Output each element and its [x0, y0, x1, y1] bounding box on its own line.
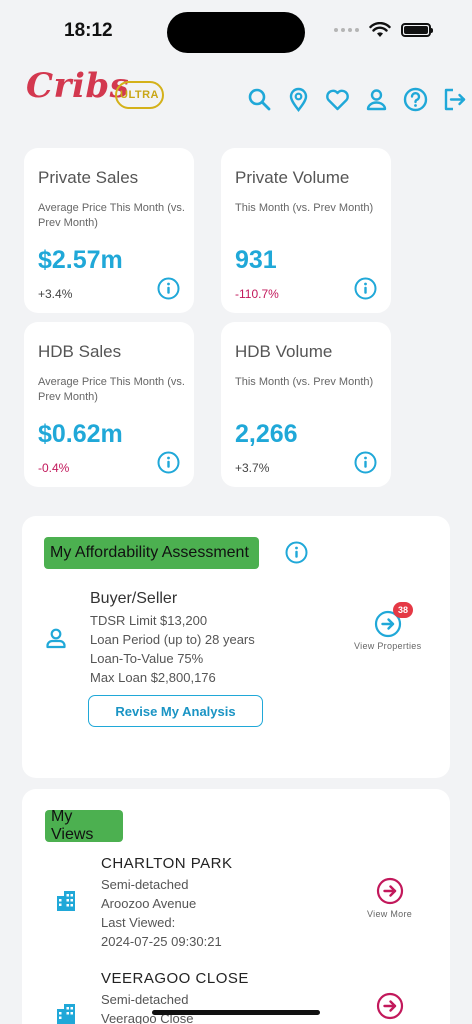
stat-subtitle: Average Price This Month (vs. Prev Month…: [38, 202, 185, 229]
dynamic-island: [167, 12, 305, 53]
stat-card-private-volume: Private Volume This Month (vs. Prev Mont…: [221, 148, 391, 313]
stat-value: 931: [235, 246, 277, 274]
stat-change: -0.4%: [38, 461, 70, 475]
stat-card-hdb-sales: HDB Sales Average Price This Month (vs. …: [24, 322, 194, 487]
stat-title: HDB Sales: [38, 342, 122, 361]
view-item-street: Aroozoo Avenue: [101, 896, 197, 911]
view-item-last-viewed-label: Last Viewed:: [101, 915, 176, 930]
location-pin-icon[interactable]: [285, 86, 312, 113]
stat-subtitle: This Month (vs. Prev Month): [235, 376, 374, 388]
user-icon[interactable]: [363, 86, 390, 113]
signal-icon: [334, 28, 359, 32]
revise-analysis-button[interactable]: Revise My Analysis: [88, 695, 263, 727]
search-icon[interactable]: [246, 86, 273, 113]
person-icon: [44, 626, 68, 650]
max-loan: Max Loan $2,800,176: [90, 670, 216, 685]
properties-count-badge: 38: [393, 602, 413, 618]
view-properties-arrow-icon[interactable]: [374, 610, 402, 638]
view-item-name[interactable]: CHARLTON PARK: [101, 855, 233, 872]
info-icon[interactable]: [354, 277, 377, 300]
info-icon[interactable]: [354, 451, 377, 474]
view-properties-label[interactable]: View Properties: [354, 641, 422, 651]
building-icon: [53, 1000, 79, 1024]
stat-subtitle: Average Price This Month (vs. Prev Month…: [38, 376, 185, 403]
heart-icon[interactable]: [324, 86, 351, 113]
stat-card-private-sales: Private Sales Average Price This Month (…: [24, 148, 194, 313]
loan-to-value: Loan-To-Value 75%: [90, 651, 204, 666]
app-logo[interactable]: Cribs: [26, 66, 130, 106]
view-item-last-viewed: 2024-07-25 09:30:21: [101, 934, 222, 949]
status-time: 18:12: [64, 20, 113, 41]
stat-title: Private Volume: [235, 168, 350, 187]
view-item-name[interactable]: VEERAGOO CLOSE: [101, 970, 249, 987]
stat-value: $0.62m: [38, 420, 123, 448]
stat-subtitle: This Month (vs. Prev Month): [235, 202, 374, 214]
info-icon[interactable]: [157, 277, 180, 300]
info-icon[interactable]: [157, 451, 180, 474]
battery-icon: [401, 23, 433, 37]
home-indicator[interactable]: [152, 1010, 320, 1015]
stat-change: +3.4%: [38, 287, 73, 301]
view-more-arrow-icon[interactable]: [376, 992, 404, 1020]
logout-icon[interactable]: [441, 86, 468, 113]
stat-title: Private Sales: [38, 168, 139, 187]
stat-value: 2,266: [235, 420, 298, 448]
building-icon: [53, 887, 79, 913]
stat-card-hdb-volume: HDB Volume This Month (vs. Prev Month) 2…: [221, 322, 391, 487]
stat-change: -110.7%: [235, 287, 279, 301]
view-item-type: Semi-detached: [101, 992, 189, 1007]
affordability-title: My Affordability Assessment: [44, 537, 259, 569]
help-icon[interactable]: [402, 86, 429, 113]
view-item-type: Semi-detached: [101, 877, 189, 892]
loan-period: Loan Period (up to) 28 years: [90, 632, 255, 647]
stat-value: $2.57m: [38, 246, 123, 274]
stat-change: +3.7%: [235, 461, 270, 475]
view-more-arrow-icon[interactable]: [376, 877, 404, 905]
view-more-label[interactable]: View More: [367, 909, 413, 919]
my-views-title: My Views: [45, 808, 123, 843]
tdsr-limit: TDSR Limit $13,200: [90, 613, 208, 628]
status-icons: [334, 22, 433, 38]
wifi-icon: [369, 22, 391, 37]
affordability-info-icon[interactable]: [285, 541, 308, 564]
ultra-badge: ULTRA: [115, 81, 164, 109]
top-nav: [246, 86, 468, 113]
stat-title: HDB Volume: [235, 342, 333, 361]
affordability-role: Buyer/Seller: [90, 590, 178, 607]
